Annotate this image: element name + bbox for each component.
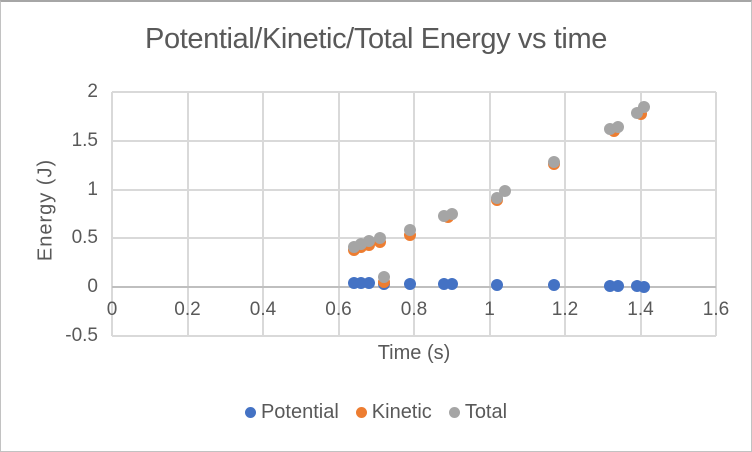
gridline-horizontal: [112, 91, 716, 93]
legend-label: Potential: [260, 401, 339, 423]
legend-item-total: Total: [448, 401, 508, 424]
y-tick-label: 1: [87, 178, 98, 200]
legend: Potential Kinetic Total: [1, 401, 751, 424]
x-axis-title: Time (s): [377, 342, 451, 364]
y-tick-label: 0: [87, 276, 98, 298]
data-point-total: [611, 121, 624, 134]
plot-area: 0 0.2 0.4 0.6 0.8 1 1.2 1.4 1.6 -0.5 0 0.5 1 1.5 2: [65, 81, 729, 346]
chart-title: Potential/Kinetic/Total Energy vs time: [145, 23, 607, 55]
gridline-vertical: [639, 92, 642, 336]
data-point-total: [404, 223, 417, 236]
x-tick-label: 0.8: [400, 299, 428, 320]
x-tick-label: 1: [484, 299, 495, 320]
data-point-potential: [362, 277, 375, 290]
legend-marker-icon: [448, 407, 460, 418]
data-point-potential: [611, 280, 624, 293]
gridline-vertical: [111, 92, 113, 336]
legend-marker-icon: [355, 407, 367, 418]
x-tick-label: 0.4: [249, 299, 277, 320]
y-tick-label: -0.5: [65, 325, 98, 346]
data-point-total: [362, 235, 375, 248]
x-tick-label: 0.6: [325, 299, 352, 320]
legend-marker-icon: [244, 407, 256, 418]
y-tick-label: 2: [87, 81, 98, 102]
data-point-potential: [638, 281, 651, 294]
data-point-total: [445, 208, 458, 220]
legend-label: Total: [464, 401, 508, 423]
gridline-horizontal: [112, 335, 716, 337]
data-point-total: [377, 271, 390, 284]
legend-item-kinetic: Kinetic: [355, 401, 432, 424]
x-tick-label: 1.4: [627, 299, 654, 320]
data-point-potential: [491, 279, 504, 292]
gridline-vertical: [564, 92, 566, 336]
gridline-horizontal: [112, 139, 716, 142]
legend-label: Kinetic: [371, 401, 432, 423]
data-point-total: [374, 232, 387, 245]
y-tick-label: 0.5: [71, 227, 98, 249]
gridline-vertical: [262, 92, 264, 336]
data-point-potential: [404, 278, 417, 291]
x-tick-label: 1.2: [551, 299, 579, 320]
gridline-vertical: [337, 92, 340, 336]
x-tick-label: 1.6: [702, 299, 730, 320]
legend-item-potential: Potential: [244, 401, 339, 424]
data-point-potential: [547, 279, 560, 292]
gridline-vertical: [488, 92, 491, 336]
data-point-total: [498, 184, 511, 197]
y-tick-label: 1.5: [71, 129, 98, 151]
x-tick-label: 0.2: [174, 299, 201, 320]
gridline-vertical: [186, 92, 189, 336]
data-point-total: [638, 100, 651, 113]
data-point-potential: [445, 278, 458, 291]
gridline-horizontal: [112, 188, 716, 191]
gridline-vertical: [413, 92, 415, 336]
x-tick-label: 0: [106, 299, 118, 320]
gridline-vertical: [715, 92, 717, 336]
data-point-total: [547, 156, 560, 169]
